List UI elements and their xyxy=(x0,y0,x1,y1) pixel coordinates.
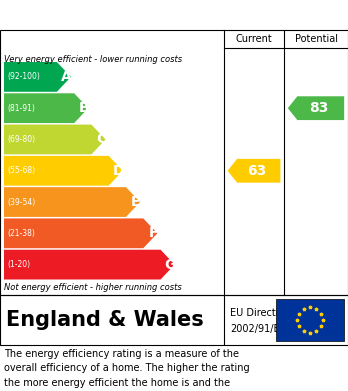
Polygon shape xyxy=(4,187,140,217)
Text: (39-54): (39-54) xyxy=(7,197,35,206)
Text: Energy Efficiency Rating: Energy Efficiency Rating xyxy=(8,6,237,24)
Text: G: G xyxy=(165,258,176,272)
Text: A: A xyxy=(61,70,72,84)
Text: 63: 63 xyxy=(247,164,266,178)
Text: (92-100): (92-100) xyxy=(7,72,40,81)
Polygon shape xyxy=(4,156,123,186)
Polygon shape xyxy=(228,159,280,183)
Text: Potential: Potential xyxy=(294,34,338,44)
Text: D: D xyxy=(113,164,124,178)
Text: E: E xyxy=(131,195,141,209)
Polygon shape xyxy=(4,62,71,92)
Text: England & Wales: England & Wales xyxy=(6,310,204,330)
Text: Current: Current xyxy=(236,34,272,44)
Text: (21-38): (21-38) xyxy=(7,229,35,238)
Text: C: C xyxy=(96,133,106,147)
Text: (55-68): (55-68) xyxy=(7,166,35,175)
Text: (1-20): (1-20) xyxy=(7,260,30,269)
Text: B: B xyxy=(79,101,89,115)
Polygon shape xyxy=(4,125,105,154)
Text: Very energy efficient - lower running costs: Very energy efficient - lower running co… xyxy=(4,55,182,64)
Text: Not energy efficient - higher running costs: Not energy efficient - higher running co… xyxy=(4,283,182,292)
Text: (81-91): (81-91) xyxy=(7,104,35,113)
Polygon shape xyxy=(288,96,344,120)
Text: EU Directive: EU Directive xyxy=(230,307,290,317)
Polygon shape xyxy=(4,250,175,280)
Polygon shape xyxy=(4,93,88,123)
Text: 83: 83 xyxy=(309,101,329,115)
Text: The energy efficiency rating is a measure of the
overall efficiency of a home. T: The energy efficiency rating is a measur… xyxy=(4,349,250,391)
Polygon shape xyxy=(4,219,157,248)
Text: F: F xyxy=(148,226,158,240)
Bar xyxy=(276,299,344,341)
Text: 2002/91/EC: 2002/91/EC xyxy=(230,324,286,334)
Text: (69-80): (69-80) xyxy=(7,135,35,144)
